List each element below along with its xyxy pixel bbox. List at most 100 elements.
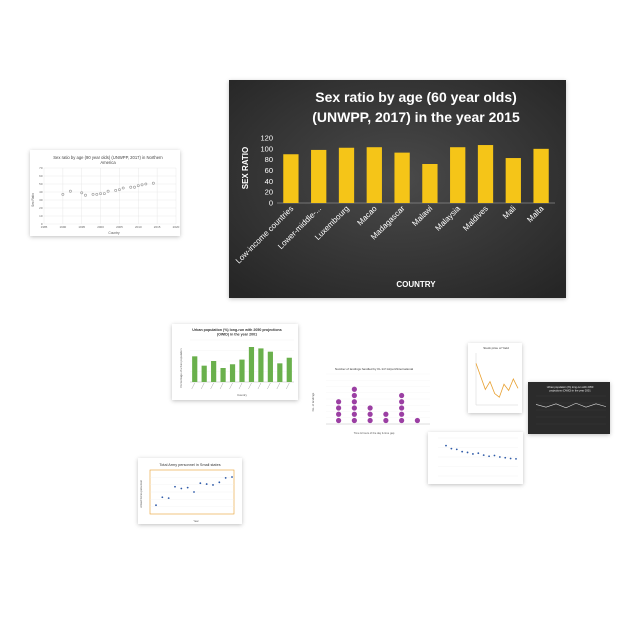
bar-1 xyxy=(201,365,207,382)
dot-1-4 xyxy=(351,392,357,399)
dot-0-2 xyxy=(336,405,342,411)
data-point-15 xyxy=(140,183,144,187)
y-tick-label: 50 xyxy=(39,182,43,186)
x-tick-label-mark xyxy=(248,382,252,390)
data-point-10 xyxy=(118,188,121,192)
chart-title-line1: Sex ratio by age (60 year olds) xyxy=(315,89,517,105)
thumb-sex-ratio-card: Sex ratio by age (90 year olds) (UNWPP, … xyxy=(30,150,180,236)
series-line xyxy=(535,402,607,409)
dot-4-3 xyxy=(399,399,405,405)
thumb1-ylabel: Sex Ratio xyxy=(31,193,35,207)
y-tick-label: 40 xyxy=(39,190,43,194)
x-tick-label-mark xyxy=(210,382,214,390)
thumb-dark-urban-chart: Urban population (%) long-run with 2050 … xyxy=(535,385,607,425)
data-point-9 xyxy=(212,484,214,486)
dot-4-1 xyxy=(399,411,405,417)
thumb2-plot xyxy=(190,339,294,390)
y-tick-label: 60 xyxy=(265,166,273,175)
y-tick-label: 100 xyxy=(260,144,273,153)
main-chart-card: Sex ratio by age (60 year olds) (UNWPP, … xyxy=(229,80,566,298)
data-point-12 xyxy=(509,457,512,460)
y-tick-label: 20 xyxy=(39,206,43,210)
bar-4 xyxy=(229,364,236,382)
data-point-4 xyxy=(91,193,95,196)
dot-2-1 xyxy=(367,411,373,417)
data-point-10 xyxy=(218,481,221,484)
data-point-0 xyxy=(61,193,65,196)
y-tick-label: 30 xyxy=(39,198,43,202)
data-point-7 xyxy=(199,482,202,485)
data-point-8 xyxy=(205,483,208,485)
thumb3-title: Number of landings handled by KL Int'l A… xyxy=(335,367,414,371)
thumb5-title-line1: Urban population (%) long-run with 2050 xyxy=(547,385,594,389)
bar-6 xyxy=(248,347,255,382)
x-tick-label: 2010 xyxy=(135,225,142,229)
data-point-5 xyxy=(472,453,474,455)
bar-6 xyxy=(450,147,466,203)
y-tick-label: 20 xyxy=(265,188,273,197)
thumb-army-card: Total Army personnel in Small states Arm… xyxy=(138,458,242,524)
thumb1-title-line1: Sex ratio by age (90 year olds) (UNWPP, … xyxy=(53,155,163,160)
x-tick-label: 1990 xyxy=(60,225,67,229)
data-point-7 xyxy=(102,192,106,196)
bar-3 xyxy=(366,147,382,203)
bar-10 xyxy=(286,357,292,382)
thumb-sex-ratio-chart: Sex ratio by age (90 year olds) (UNWPP, … xyxy=(31,155,180,235)
dot-0-1 xyxy=(336,411,342,417)
dot-4-2 xyxy=(399,405,405,411)
thumb-urban-chart: Urban population (%) long-run with 2050 … xyxy=(179,328,294,397)
bar-3 xyxy=(220,368,226,382)
dot-1-5 xyxy=(351,386,357,392)
thumb5-plot xyxy=(535,395,607,425)
thumb-yield-card: Stock price of Yield xyxy=(468,343,522,413)
data-point-4 xyxy=(180,487,183,490)
thumb2-xlabel: Country xyxy=(237,393,247,397)
dot-1-0 xyxy=(351,417,357,424)
data-point-5 xyxy=(186,486,189,489)
y-tick-label: 0 xyxy=(269,199,273,208)
y-tick-label: 80 xyxy=(265,155,273,164)
x-tick-label: 1995 xyxy=(78,225,85,229)
thumb-landings-chart: Number of landings handled by KL Int'l A… xyxy=(311,367,430,435)
data-point-6 xyxy=(99,192,102,196)
data-point-4 xyxy=(466,451,469,454)
bar-4 xyxy=(394,152,410,203)
thumb1-title-line2: America xyxy=(100,160,116,165)
data-point-3 xyxy=(84,193,87,197)
data-point-0 xyxy=(155,504,157,507)
dot-2-0 xyxy=(367,417,373,424)
thumb-urban-card: Urban population (%) long-run with 2050 … xyxy=(172,324,298,400)
data-point-10 xyxy=(498,456,501,458)
thumb1-xlabel: Country xyxy=(108,231,120,235)
dot-3-0 xyxy=(383,417,389,424)
data-point-6 xyxy=(193,491,195,493)
x-tick-label-mark xyxy=(191,382,195,390)
thumb2-title-line1: Urban population (%) long-run with 2050 … xyxy=(192,328,281,332)
data-point-12 xyxy=(231,476,233,478)
data-point-9 xyxy=(114,189,118,192)
data-point-6 xyxy=(477,452,480,455)
data-point-2 xyxy=(80,191,84,195)
thumb-dark-urban-card: Urban population (%) long-run with 2050 … xyxy=(528,382,610,434)
thumb7-xlabel: Year xyxy=(193,519,198,523)
bar-5 xyxy=(422,164,438,203)
data-point-13 xyxy=(133,185,136,189)
bar-0 xyxy=(192,356,198,382)
data-point-11 xyxy=(224,477,227,479)
thumb5-title-line2: projections (OWID) in the year 2001 xyxy=(549,389,591,393)
dot-0-3 xyxy=(336,399,342,405)
y-axis-label: SEX RATIO xyxy=(241,147,250,190)
thumb2-ylabel: Percentage of urban population xyxy=(179,348,183,387)
bar-0 xyxy=(283,154,299,203)
data-point-14 xyxy=(136,184,140,188)
x-tick-label-mark xyxy=(276,382,281,390)
data-point-3 xyxy=(174,485,176,488)
bar-9 xyxy=(533,148,549,203)
y-tick-label: 10 xyxy=(39,214,43,218)
bar-9 xyxy=(277,363,283,382)
thumb4-plot xyxy=(475,353,519,406)
x-tick-label-mark xyxy=(238,382,243,390)
data-point-8 xyxy=(488,455,490,458)
dot-1-2 xyxy=(351,405,357,411)
dot-1-1 xyxy=(351,411,357,417)
